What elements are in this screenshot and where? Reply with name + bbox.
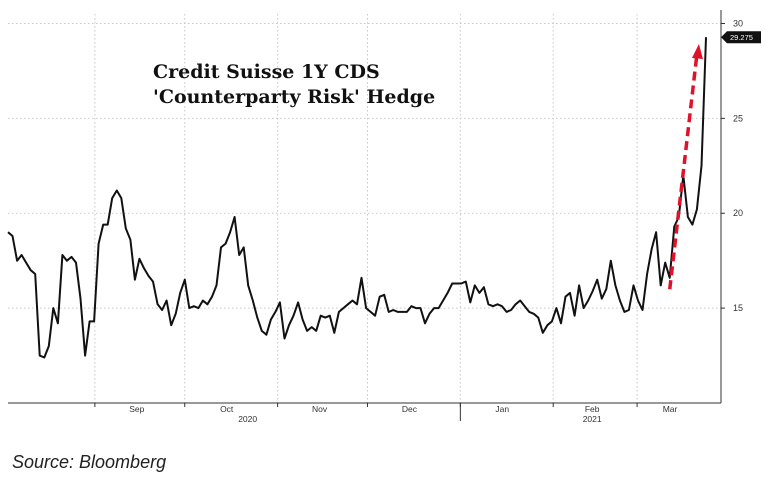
axes: [8, 10, 722, 404]
x-tick-label: Feb: [585, 404, 600, 414]
x-axis-ticks: Sep Oct Nov Dec Jan Feb Mar 2020 2021: [94, 403, 678, 424]
arrow-head: [691, 44, 703, 60]
y-tick-label: 15: [733, 303, 743, 313]
red-arrow-annotation: [668, 44, 703, 290]
x-tick-label: Dec: [402, 404, 418, 414]
x-tick-label: Mar: [663, 404, 678, 414]
last-value-box: [721, 31, 761, 44]
y-tick-label: 30: [733, 18, 743, 28]
x-tick-label: Nov: [312, 404, 328, 414]
last-value-label: 29.275: [730, 33, 753, 42]
y-tick-label: 25: [733, 113, 743, 123]
last-value-marker: 29.275: [721, 31, 761, 44]
y-axis-ticks: 15 20 25 30: [721, 18, 743, 313]
y-tick-label: 20: [733, 208, 743, 218]
arrow-shaft: [668, 53, 699, 290]
grid: [8, 14, 721, 403]
x-tick-label: Jan: [495, 404, 509, 414]
source-note: Source: Bloomberg: [12, 452, 167, 472]
x-tick-label: Oct: [220, 404, 234, 414]
chart-title-line-2: 'Counterparty Risk' Hedge: [153, 86, 435, 108]
x-year-label: 2021: [583, 414, 602, 424]
series-line: [7, 37, 707, 359]
chart-title-line-1: Credit Suisse 1Y CDS: [153, 61, 380, 83]
x-year-label: 2020: [238, 414, 257, 424]
x-tick-label: Sep: [129, 404, 144, 414]
chart: Sep Oct Nov Dec Jan Feb Mar 2020 2021 15 20 25 30 2…: [7, 10, 761, 424]
